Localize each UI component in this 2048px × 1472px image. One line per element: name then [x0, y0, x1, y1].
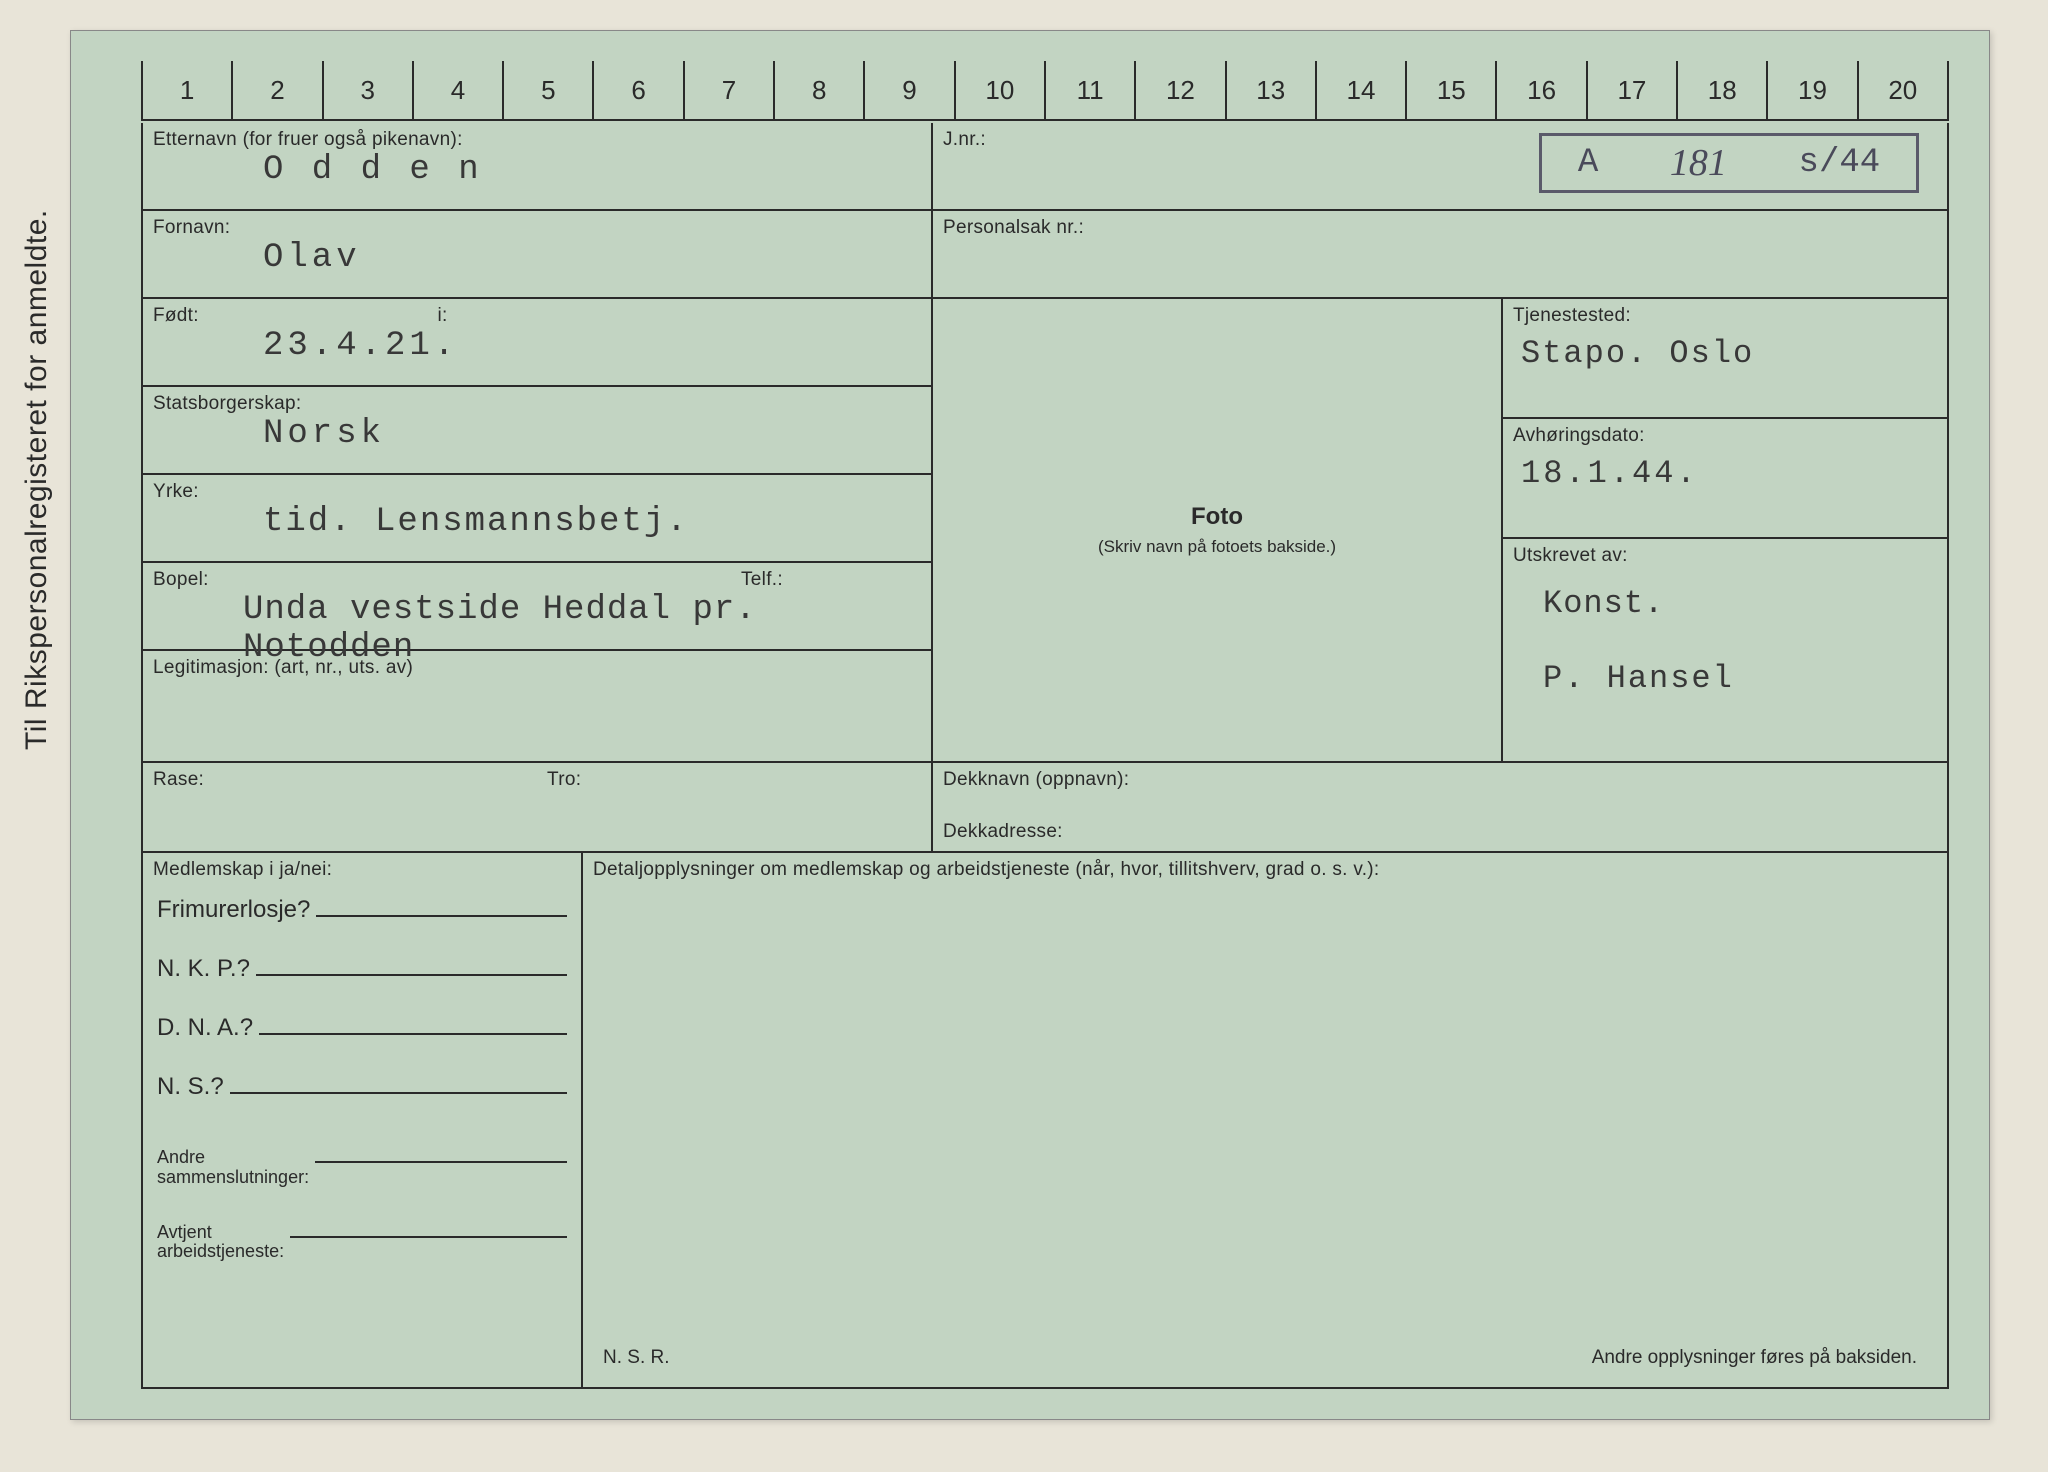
- cell-tjenestested: Tjenestested: Stapo. Oslo: [1503, 299, 1949, 419]
- value-fodt: 23.4.21.: [143, 327, 931, 365]
- mem-line-4: N. S.?: [157, 1072, 567, 1101]
- ruler-tick: 14: [1317, 61, 1407, 119]
- stamp-s: s/44: [1799, 144, 1881, 182]
- cell-bopel: Bopel: Telf.: Unda vestside Heddal pr. N…: [143, 563, 933, 651]
- value-utskrevet2: P. Hansel: [1503, 652, 1949, 697]
- ruler-tick: 20: [1859, 61, 1949, 119]
- stamp-a: A: [1578, 144, 1598, 182]
- label-utskrevet: Utskrevet av:: [1503, 539, 1949, 567]
- label-stats: Statsborgerskap:: [143, 387, 931, 415]
- label-yrke: Yrke:: [143, 475, 931, 503]
- label-fodt-i: i:: [427, 299, 457, 327]
- registration-card: 1234567891011121314151617181920 Etternav…: [70, 30, 1990, 1420]
- fill-line: [256, 954, 567, 976]
- cell-fornavn: Fornavn: Olav: [143, 211, 933, 299]
- mem1-label: Frimurerlosje?: [157, 896, 310, 924]
- mem2-label: N. K. P.?: [157, 955, 250, 983]
- label-bopel: Bopel:: [143, 563, 731, 591]
- stamp-num: 181: [1670, 141, 1727, 185]
- value-utskrevet1: Konst.: [1503, 577, 1949, 622]
- cell-etternavn: Etternavn (for fruer også pikenavn): O d…: [143, 123, 933, 211]
- side-vertical-label: Til Rikspersonalregisteret for anmeldte.: [20, 209, 54, 750]
- cell-dekk: Dekknavn (oppnavn): Dekkadresse:: [933, 763, 1949, 853]
- nsr-label: N. S. R.: [603, 1347, 670, 1369]
- ruler-tick: 8: [775, 61, 865, 119]
- ruler-tick: 11: [1046, 61, 1136, 119]
- value-stats: Norsk: [143, 415, 931, 453]
- mem4-label: N. S.?: [157, 1073, 224, 1101]
- ruler-tick: 19: [1768, 61, 1858, 119]
- ruler-tick: 15: [1407, 61, 1497, 119]
- cell-foto: Foto (Skriv navn på fotoets bakside.): [933, 299, 1503, 763]
- value-tjenestested: Stapo. Oslo: [1503, 327, 1949, 372]
- ruler-tick: 13: [1227, 61, 1317, 119]
- andre-samm-label: Andre sammenslutninger:: [157, 1148, 309, 1188]
- label-fornavn: Fornavn:: [143, 211, 931, 239]
- foto-title: Foto: [1191, 503, 1243, 531]
- ruler-tick: 7: [685, 61, 775, 119]
- ruler-tick: 4: [414, 61, 504, 119]
- ruler-tick: 18: [1678, 61, 1768, 119]
- stamp-box: A 181 s/44: [1539, 133, 1919, 193]
- cell-detalj: Detaljopplysninger om medlemskap og arbe…: [583, 853, 1947, 1387]
- ruler-tick: 9: [865, 61, 955, 119]
- ruler-tick: 2: [233, 61, 323, 119]
- cell-fodt: Født: i: 23.4.21.: [143, 299, 933, 387]
- ruler-tick: 5: [504, 61, 594, 119]
- label-tro: Tro:: [537, 763, 931, 791]
- cell-avhor: Avhøringsdato: 18.1.44.: [1503, 419, 1949, 539]
- mem-line-1: Frimurerlosje?: [157, 895, 567, 924]
- ruler-tick: 6: [594, 61, 684, 119]
- cell-stats: Statsborgerskap: Norsk: [143, 387, 933, 475]
- label-dekknavn: Dekknavn (oppnavn):: [933, 763, 1949, 791]
- cell-legi: Legitimasjon: (art, nr., uts. av): [143, 651, 933, 763]
- cell-yrke: Yrke: tid. Lensmannsbetj.: [143, 475, 933, 563]
- label-rase: Rase:: [143, 763, 537, 791]
- cell-jnr: J.nr.: A 181 s/44: [933, 123, 1949, 211]
- label-dekkadresse: Dekkadresse:: [933, 815, 1949, 843]
- ruler-scale: 1234567891011121314151617181920: [141, 61, 1949, 121]
- label-telf: Telf.:: [731, 563, 931, 591]
- label-tjenestested: Tjenestested:: [1503, 299, 1949, 327]
- ruler-tick: 17: [1588, 61, 1678, 119]
- cell-personalsak: Personalsak nr.:: [933, 211, 1949, 299]
- fill-line: [316, 895, 567, 917]
- ruler-tick: 16: [1497, 61, 1587, 119]
- mem-line-avtjent: Avtjent arbeidstjeneste:: [157, 1216, 567, 1263]
- ruler-tick: 3: [324, 61, 414, 119]
- label-detalj: Detaljopplysninger om medlemskap og arbe…: [583, 853, 1947, 881]
- value-etternavn: O d d e n: [143, 151, 931, 189]
- foto-subtitle: (Skriv navn på fotoets bakside.): [1098, 537, 1336, 557]
- label-personalsak: Personalsak nr.:: [933, 211, 1949, 239]
- fill-line: [315, 1141, 567, 1163]
- cell-utskrevet: Utskrevet av: Konst. P. Hansel: [1503, 539, 1949, 763]
- form-grid: Etternavn (for fruer også pikenavn): O d…: [141, 123, 1949, 1389]
- baksiden-note: Andre opplysninger føres på baksiden.: [1592, 1347, 1917, 1369]
- value-avhor: 18.1.44.: [1503, 447, 1949, 492]
- cell-rase-tro: Rase: Tro:: [143, 763, 933, 853]
- label-etternavn: Etternavn (for fruer også pikenavn):: [143, 123, 931, 151]
- fill-line: [290, 1216, 567, 1238]
- fill-line: [259, 1013, 567, 1035]
- cell-medlemskap: Medlemskap i ja/nei: Frimurerlosje? N. K…: [143, 853, 583, 1387]
- fill-line: [230, 1072, 567, 1094]
- label-avhor: Avhøringsdato:: [1503, 419, 1949, 447]
- mem-line-3: D. N. A.?: [157, 1013, 567, 1042]
- mem-line-andre: Andre sammenslutninger:: [157, 1141, 567, 1188]
- mem3-label: D. N. A.?: [157, 1014, 253, 1042]
- label-medlem: Medlemskap i ja/nei:: [143, 853, 581, 881]
- avtjent-label: Avtjent arbeidstjeneste:: [157, 1223, 284, 1263]
- ruler-tick: 12: [1136, 61, 1226, 119]
- ruler-tick: 1: [141, 61, 233, 119]
- label-fodt: Født:: [143, 299, 423, 327]
- mem-line-2: N. K. P.?: [157, 954, 567, 983]
- label-legi: Legitimasjon: (art, nr., uts. av): [143, 651, 931, 679]
- ruler-tick: 10: [956, 61, 1046, 119]
- value-yrke: tid. Lensmannsbetj.: [143, 503, 931, 541]
- value-fornavn: Olav: [143, 239, 931, 277]
